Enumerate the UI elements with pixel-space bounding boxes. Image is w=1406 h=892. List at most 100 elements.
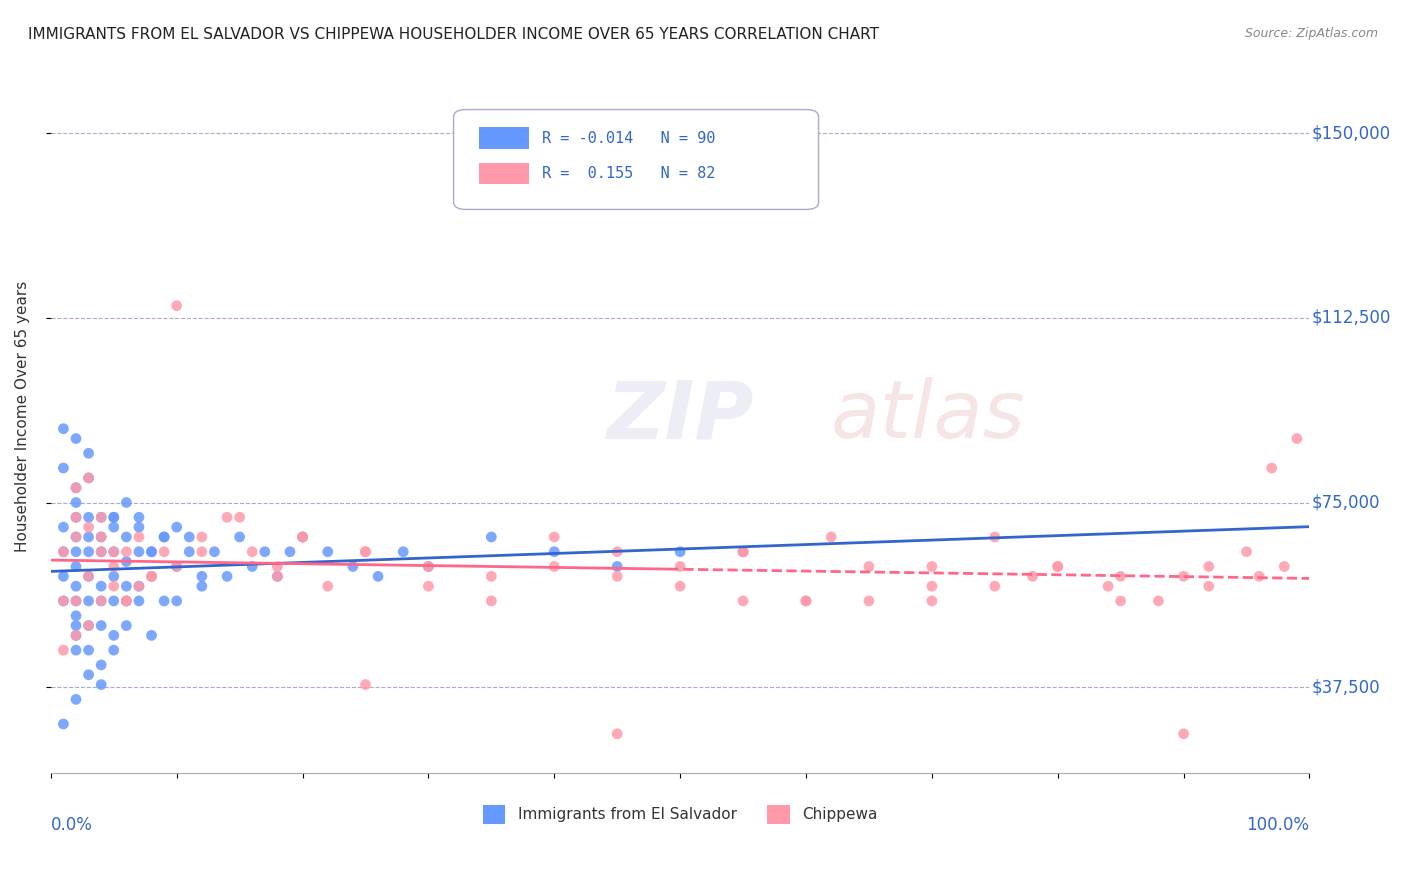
Point (65, 692, 87, 706)
Point (90, 510, 112, 524)
Point (52, 594, 75, 608)
Point (191, 545, 214, 559)
Point (90, 594, 112, 608)
Point (921, 559, 943, 574)
Text: $37,500: $37,500 (1312, 678, 1381, 696)
Point (794, 594, 817, 608)
Text: atlas: atlas (831, 377, 1026, 456)
Point (141, 569, 163, 583)
Point (1198, 579, 1220, 593)
Point (103, 579, 125, 593)
Text: R =  0.155   N = 82: R = 0.155 N = 82 (541, 166, 716, 181)
Point (1272, 559, 1295, 574)
Point (153, 530, 176, 544)
Point (166, 559, 188, 574)
FancyBboxPatch shape (454, 110, 818, 210)
Point (65, 579, 87, 593)
Point (65, 608, 87, 623)
Text: $112,500: $112,500 (1312, 309, 1392, 327)
Point (731, 545, 754, 559)
Point (354, 545, 377, 559)
Point (606, 559, 628, 574)
Point (278, 545, 301, 559)
Point (52, 594, 75, 608)
Point (90, 594, 112, 608)
Point (342, 559, 364, 574)
Point (52, 717, 75, 731)
Text: ZIP: ZIP (606, 377, 754, 456)
Point (52, 461, 75, 475)
Text: R = -0.014   N = 90: R = -0.014 N = 90 (541, 130, 716, 145)
Point (731, 594, 754, 608)
Point (90, 545, 112, 559)
Point (128, 530, 150, 544)
Point (191, 569, 214, 583)
Point (103, 569, 125, 583)
Point (1173, 569, 1195, 583)
Text: 0.0%: 0.0% (51, 816, 93, 834)
Point (128, 520, 150, 534)
Point (65, 643, 87, 657)
Point (90, 530, 112, 544)
Point (921, 579, 943, 593)
Point (90, 545, 112, 559)
Point (115, 594, 138, 608)
Point (115, 555, 138, 569)
Point (77, 569, 100, 583)
Point (354, 677, 377, 691)
Point (479, 594, 502, 608)
Point (606, 569, 628, 583)
Text: $150,000: $150,000 (1312, 124, 1391, 143)
Point (479, 530, 502, 544)
Point (669, 559, 692, 574)
Point (65, 530, 87, 544)
Point (90, 579, 112, 593)
Point (253, 545, 276, 559)
Point (141, 569, 163, 583)
Point (77, 643, 100, 657)
Point (103, 643, 125, 657)
Point (166, 299, 188, 313)
Point (266, 569, 288, 583)
Point (731, 545, 754, 559)
Point (77, 545, 100, 559)
Point (240, 545, 263, 559)
Bar (479, 128, 529, 149)
Point (77, 471, 100, 485)
Text: IMMIGRANTS FROM EL SALVADOR VS CHIPPEWA HOUSEHOLDER INCOME OVER 65 YEARS CORRELA: IMMIGRANTS FROM EL SALVADOR VS CHIPPEWA … (28, 27, 879, 42)
Point (984, 579, 1007, 593)
Point (103, 545, 125, 559)
Point (921, 594, 943, 608)
Point (291, 530, 314, 544)
Point (316, 545, 339, 559)
Point (65, 618, 87, 632)
Point (52, 422, 75, 436)
Point (1249, 569, 1271, 583)
Point (141, 569, 163, 583)
Point (52, 520, 75, 534)
Point (65, 594, 87, 608)
Point (1260, 461, 1282, 475)
Point (128, 545, 150, 559)
Point (543, 559, 565, 574)
Point (65, 510, 87, 524)
Point (103, 594, 125, 608)
Point (52, 545, 75, 559)
Point (179, 530, 201, 544)
Point (77, 510, 100, 524)
Point (77, 618, 100, 632)
Point (316, 579, 339, 593)
Point (52, 643, 75, 657)
Point (228, 530, 250, 544)
Point (65, 481, 87, 495)
Y-axis label: Householder Income Over 65 years: Householder Income Over 65 years (15, 281, 30, 552)
Point (153, 545, 176, 559)
Point (115, 594, 138, 608)
Point (1021, 569, 1043, 583)
Point (418, 559, 440, 574)
Point (1046, 559, 1069, 574)
Point (179, 545, 201, 559)
Point (418, 559, 440, 574)
Text: Source: ZipAtlas.com: Source: ZipAtlas.com (1244, 27, 1378, 40)
Point (606, 545, 628, 559)
